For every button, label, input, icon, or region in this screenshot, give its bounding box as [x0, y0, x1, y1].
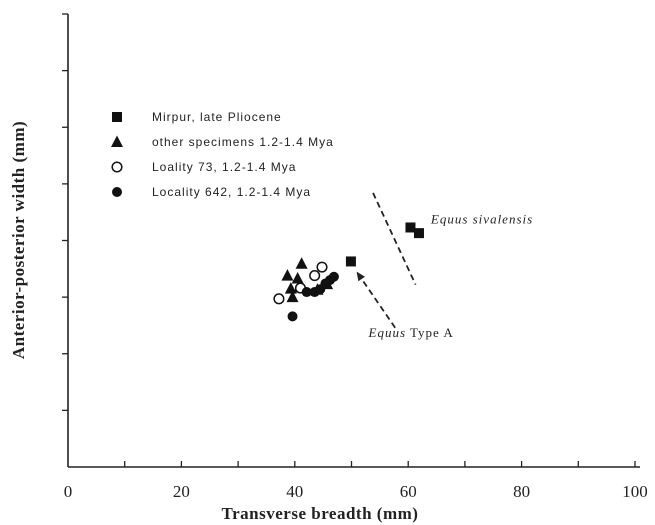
x-ticks: 0 20 40 60 80 100 — [64, 461, 648, 501]
x-tick-label: 80 — [513, 482, 530, 501]
data-point-filled-circle — [287, 311, 298, 322]
x-axis-title: Transverse breadth (mm) — [222, 504, 419, 523]
annotation-part: Equus sivalensis — [430, 212, 533, 227]
legend-marker-filled-triangle — [111, 135, 123, 147]
data-point-filled-square — [405, 222, 416, 233]
y-axis-title: Anterior-posterior width (mm) — [9, 121, 28, 359]
axes — [67, 14, 640, 468]
legend: Mirpur, late Pliocene other specimens 1.2… — [111, 110, 334, 199]
data-point-filled-circle — [301, 287, 312, 298]
annotation-line-sivalensis — [372, 192, 417, 286]
x-tick-label: 20 — [173, 482, 190, 501]
data-point-filled-triangle — [281, 269, 294, 281]
annotation-typeA: Equus Type A — [368, 325, 454, 340]
legend-label: other specimens 1.2-1.4 Mya — [152, 135, 334, 149]
legend-marker-open-circle — [111, 161, 123, 173]
legend-marker-filled-square — [112, 112, 122, 122]
x-tick-label: 40 — [286, 482, 303, 501]
legend-marker-filled-circle — [112, 187, 122, 197]
legend-label: Loality 73, 1.2-1.4 Mya — [152, 160, 296, 174]
data-point-filled-triangle — [286, 290, 299, 303]
data-point-filled-triangle — [295, 257, 308, 269]
data-point-open-circle — [273, 293, 285, 305]
data-point-filled-triangle — [284, 282, 297, 294]
data-point-filled-square — [345, 256, 356, 267]
data-point-filled-triangle — [291, 271, 304, 284]
annotation-part: Equus — [368, 325, 407, 340]
data-points — [273, 222, 424, 322]
annotation-line-typeA — [355, 271, 396, 329]
y-ticks — [62, 13, 68, 412]
x-tick-label: 60 — [400, 482, 417, 501]
annotation-part: Type A — [406, 325, 454, 340]
data-point-open-circle — [309, 270, 321, 282]
data-point-filled-square — [413, 228, 424, 239]
x-tick-label: 0 — [64, 482, 73, 501]
legend-label: Locality 642, 1.2-1.4 Mya — [152, 185, 311, 199]
annotations: Equus sivalensis Equus Type A — [355, 192, 533, 340]
data-point-filled-circle — [328, 271, 339, 282]
legend-label: Mirpur, late Pliocene — [152, 110, 282, 124]
x-tick-label: 100 — [622, 482, 648, 501]
annotation-sivalensis: Equus sivalensis — [430, 212, 533, 227]
data-point-open-circle — [316, 261, 328, 273]
